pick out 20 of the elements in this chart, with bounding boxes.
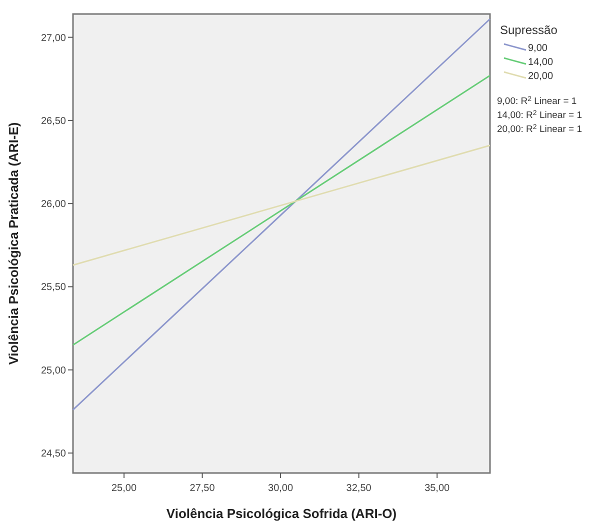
x-tick-label: 25,00	[112, 483, 137, 494]
x-tick-label: 30,00	[268, 483, 294, 494]
y-tick-label: 26,50	[40, 116, 66, 127]
x-tick-label: 27,50	[190, 483, 216, 494]
y-tick-label: 24,50	[40, 448, 66, 460]
legend-label: 14,00	[528, 57, 554, 68]
y-tick-label: 27,00	[40, 32, 66, 44]
x-tick-label: 35,00	[424, 483, 450, 494]
text: 14,00: R$^{2}$ Linear = 1	[497, 110, 582, 121]
text: 20,00: R$^{2}$ Linear = 1	[497, 124, 582, 135]
y-axis-title: Violência Psicológica Praticada (ARI-E)	[6, 122, 21, 365]
text: 9,00: R$^{2}$ Linear = 1	[497, 96, 577, 107]
legend-label: 20,00	[528, 71, 554, 82]
y-tick-label: 25,50	[40, 282, 66, 294]
y-tick-label: 25,00	[40, 365, 66, 376]
y-tick-label: 26,00	[40, 199, 66, 210]
x-tick-label: 32,50	[346, 483, 372, 494]
x-axis-title: Violência Psicológica Sofrida (ARI-O)	[166, 506, 397, 521]
legend-label: 9,00	[528, 43, 548, 54]
legend-title: Supressão	[500, 23, 558, 37]
